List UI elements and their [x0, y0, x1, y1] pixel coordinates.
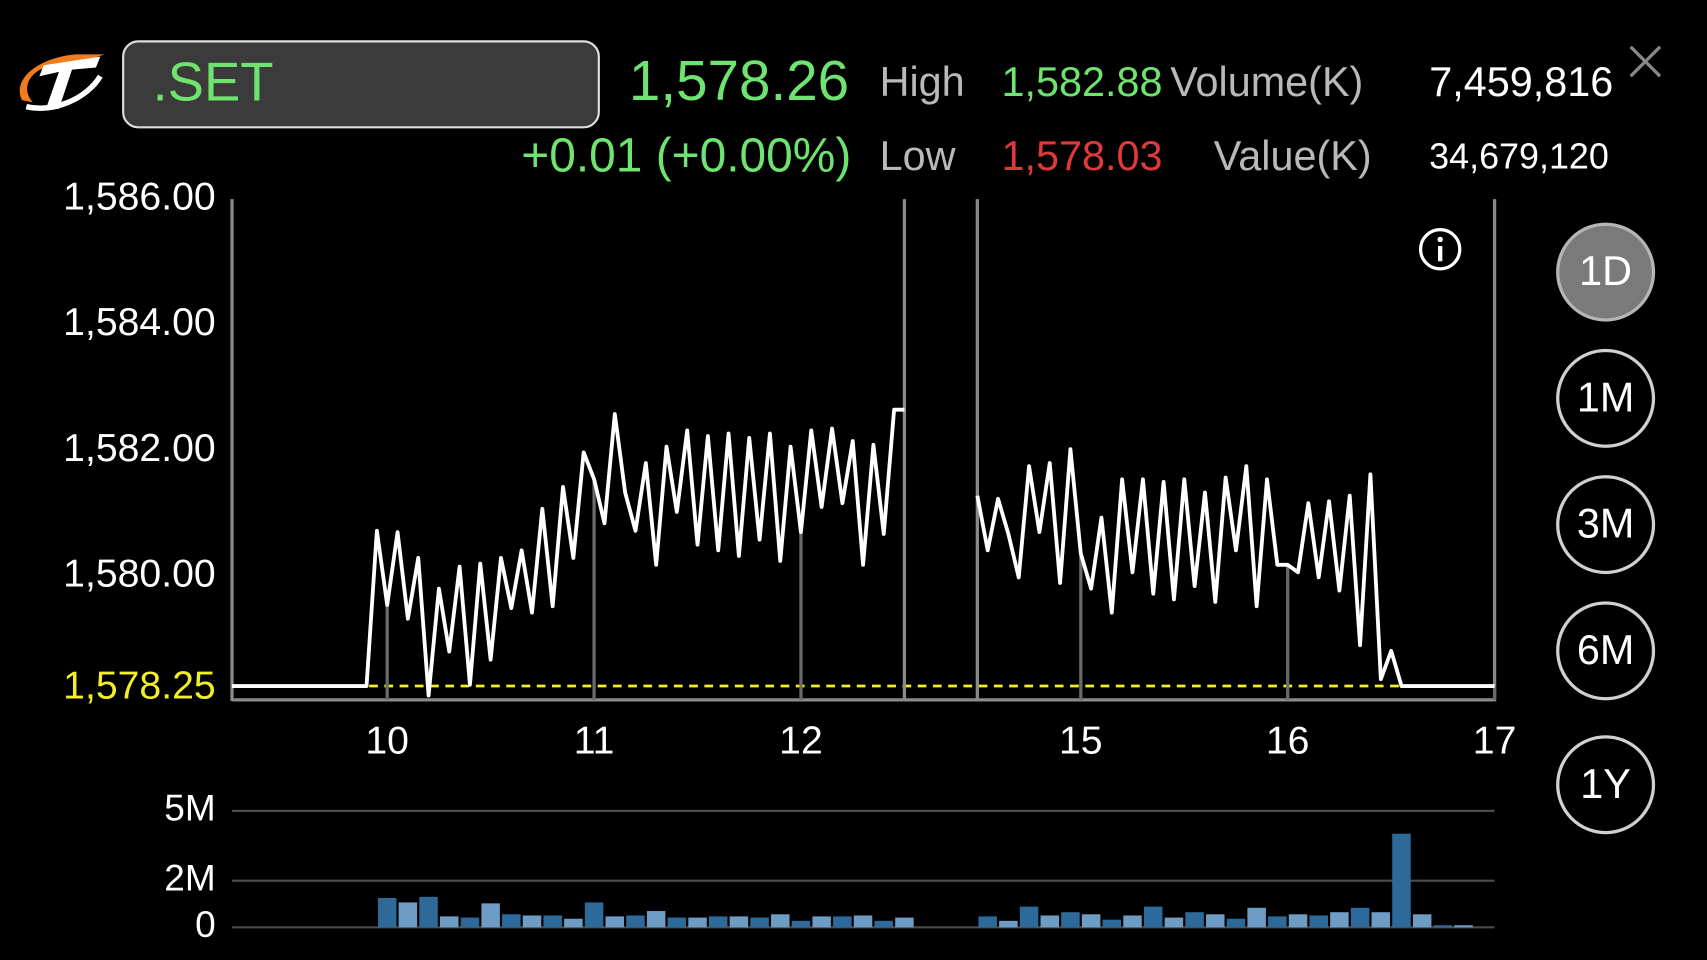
- value-value: 34,679,120: [1429, 135, 1609, 176]
- volume-bar: [750, 917, 769, 928]
- volume-bar: [874, 920, 893, 928]
- volume-tick-label: 0: [195, 904, 216, 945]
- volume-bar: [1371, 912, 1391, 928]
- volume-bar: [646, 911, 666, 928]
- volume-tick-label: 5M: [164, 788, 215, 829]
- period-button[interactable]: [1556, 222, 1656, 322]
- period-label[interactable]: 1Y: [1580, 761, 1631, 807]
- volume-bar: [1102, 919, 1122, 928]
- volume-bar: [853, 915, 873, 928]
- period-label[interactable]: 6M: [1577, 627, 1634, 673]
- symbol[interactable]: .SET: [153, 51, 274, 112]
- x-tick-label: 16: [1266, 720, 1310, 763]
- high-label: High: [880, 59, 965, 105]
- volume-bar: [1392, 833, 1411, 928]
- volume-bar: [812, 916, 831, 928]
- value-label: Value(K): [1214, 133, 1372, 179]
- volume-bar: [1226, 918, 1246, 928]
- volume-bar: [1350, 907, 1370, 928]
- volume-bar: [584, 902, 604, 928]
- symbol-box[interactable]: [122, 40, 600, 129]
- volume-bar: [1040, 915, 1060, 928]
- volume-bar: [1185, 912, 1204, 928]
- volume-bar: [1412, 914, 1432, 928]
- volume-bar: [1330, 912, 1349, 928]
- y-tick-label: 1,584.00: [63, 301, 215, 344]
- volume-bar: [439, 916, 459, 928]
- volume-bar: [564, 918, 583, 928]
- y-tick-label: 1,586.00: [63, 176, 215, 219]
- volume-bar: [1288, 914, 1308, 928]
- volume-bar: [398, 902, 418, 928]
- volume-bar: [1019, 906, 1039, 928]
- period-button[interactable]: [1556, 348, 1656, 448]
- volume-bar: [895, 917, 914, 928]
- volume-bar: [377, 897, 397, 928]
- volume-bar: [667, 917, 687, 928]
- volume-bar: [833, 916, 852, 928]
- volume-bar: [791, 920, 811, 928]
- volume-bar: [771, 914, 790, 928]
- volume-bar: [1454, 925, 1473, 928]
- volume-bar: [1433, 925, 1453, 928]
- volume-bar: [1061, 912, 1080, 928]
- low-label: Low: [880, 133, 956, 179]
- period-label[interactable]: 3M: [1577, 501, 1634, 547]
- volume-bar: [1309, 915, 1328, 928]
- close-button[interactable]: [1622, 38, 1669, 85]
- volume-bar: [1247, 907, 1266, 928]
- volume-bar: [419, 896, 438, 928]
- volume-value: 7,459,816: [1429, 59, 1613, 105]
- y-tick-label: 1,580.00: [63, 552, 215, 595]
- volume-bar: [460, 917, 480, 928]
- volume-bar: [1143, 906, 1163, 928]
- volume-tick-label: 2M: [164, 858, 215, 899]
- y-tick-label: 1,582.00: [63, 427, 215, 470]
- period-button[interactable]: [1556, 601, 1656, 701]
- volume-bar: [605, 916, 625, 928]
- x-tick-label: 11: [574, 720, 615, 763]
- volume-bar: [626, 915, 645, 928]
- volume-bar: [481, 903, 500, 928]
- x-tick-label: 10: [365, 720, 409, 763]
- price-line: [232, 407, 905, 698]
- volume-bar: [1081, 914, 1101, 928]
- plot-frame: [230, 199, 1497, 702]
- volume-bar: [1206, 914, 1225, 928]
- period-label[interactable]: 1M: [1577, 374, 1634, 420]
- volume-bar: [522, 915, 542, 928]
- x-tick-label: 17: [1473, 720, 1517, 763]
- volume-bar: [708, 916, 728, 928]
- volume-bar: [729, 916, 749, 928]
- low-value: 1,578.03: [1002, 133, 1163, 179]
- volume-bar: [543, 915, 562, 928]
- volume-label: Volume(K): [1170, 59, 1363, 105]
- x-tick-label: 12: [779, 720, 823, 763]
- volume-bar: [1123, 915, 1142, 928]
- reference-label: 1,578.25: [63, 665, 215, 708]
- volume-bar: [1268, 916, 1287, 928]
- info-icon[interactable]: [1418, 228, 1462, 271]
- x-tick-label: 15: [1059, 720, 1103, 763]
- last-price: 1,578.26: [629, 49, 849, 112]
- app-logo: [19, 54, 105, 111]
- price-change: +0.01 (+0.00%): [521, 130, 851, 183]
- period-button[interactable]: [1556, 475, 1656, 575]
- volume-bar: [999, 920, 1018, 928]
- high-value: 1,582.88: [1002, 59, 1163, 105]
- volume-bar: [688, 917, 707, 928]
- volume-bar: [978, 916, 997, 928]
- volume-bar: [502, 914, 521, 928]
- price-line: [975, 447, 1495, 688]
- volume-bar: [1164, 917, 1184, 928]
- period-label[interactable]: 1D: [1579, 248, 1632, 294]
- period-button[interactable]: [1556, 735, 1656, 835]
